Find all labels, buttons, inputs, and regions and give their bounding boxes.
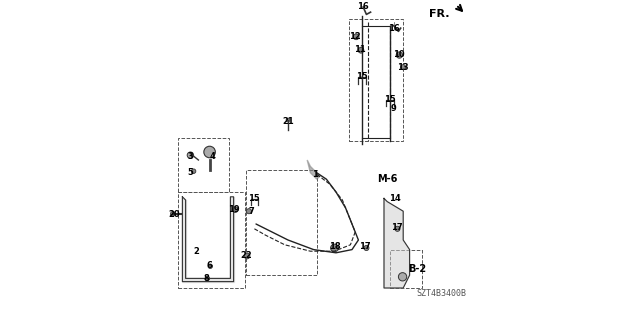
Text: 16: 16 <box>357 2 369 11</box>
Text: 1: 1 <box>312 170 318 179</box>
Text: 21: 21 <box>282 117 294 126</box>
Circle shape <box>205 276 210 281</box>
Text: 15: 15 <box>385 95 396 104</box>
Text: SZT4B3400B: SZT4B3400B <box>417 289 467 298</box>
Circle shape <box>188 152 193 158</box>
Text: 8: 8 <box>204 274 209 283</box>
Bar <box>178 192 245 288</box>
Circle shape <box>204 146 215 158</box>
Text: 12: 12 <box>349 32 361 41</box>
Polygon shape <box>307 160 320 179</box>
Text: 13: 13 <box>397 63 409 72</box>
Circle shape <box>396 52 403 58</box>
Text: 9: 9 <box>391 104 396 113</box>
Circle shape <box>191 169 196 173</box>
Text: 7: 7 <box>248 207 254 216</box>
Circle shape <box>398 273 407 281</box>
Circle shape <box>286 118 290 122</box>
Circle shape <box>353 34 359 40</box>
Text: 17: 17 <box>359 242 371 251</box>
Circle shape <box>208 264 212 268</box>
Bar <box>390 250 422 288</box>
Text: 4: 4 <box>210 152 216 161</box>
Text: 15: 15 <box>356 72 367 81</box>
Text: 20: 20 <box>168 210 180 219</box>
Text: M-6: M-6 <box>377 174 397 184</box>
Circle shape <box>246 209 252 214</box>
Polygon shape <box>182 197 234 282</box>
Bar <box>349 19 403 141</box>
Text: 18: 18 <box>328 242 340 251</box>
Circle shape <box>364 245 369 251</box>
Circle shape <box>330 244 338 252</box>
Circle shape <box>358 47 364 53</box>
Bar <box>246 170 317 275</box>
Text: 2: 2 <box>194 247 200 256</box>
Text: 16: 16 <box>388 24 399 33</box>
Text: 10: 10 <box>392 50 404 59</box>
Text: 15: 15 <box>248 194 260 203</box>
Circle shape <box>232 207 238 212</box>
Polygon shape <box>384 198 410 288</box>
Circle shape <box>170 212 175 216</box>
Text: FR.: FR. <box>429 9 450 20</box>
Text: 5: 5 <box>188 168 193 177</box>
Text: 14: 14 <box>389 194 401 203</box>
Text: 6: 6 <box>207 261 212 270</box>
Circle shape <box>244 253 250 259</box>
Text: B-2: B-2 <box>408 264 427 274</box>
Bar <box>178 138 229 192</box>
Text: 3: 3 <box>188 152 193 161</box>
Text: 19: 19 <box>228 205 239 214</box>
Circle shape <box>401 65 406 70</box>
Text: 17: 17 <box>391 223 403 232</box>
Text: 22: 22 <box>241 252 252 260</box>
Circle shape <box>395 226 400 231</box>
Text: 11: 11 <box>354 45 366 54</box>
